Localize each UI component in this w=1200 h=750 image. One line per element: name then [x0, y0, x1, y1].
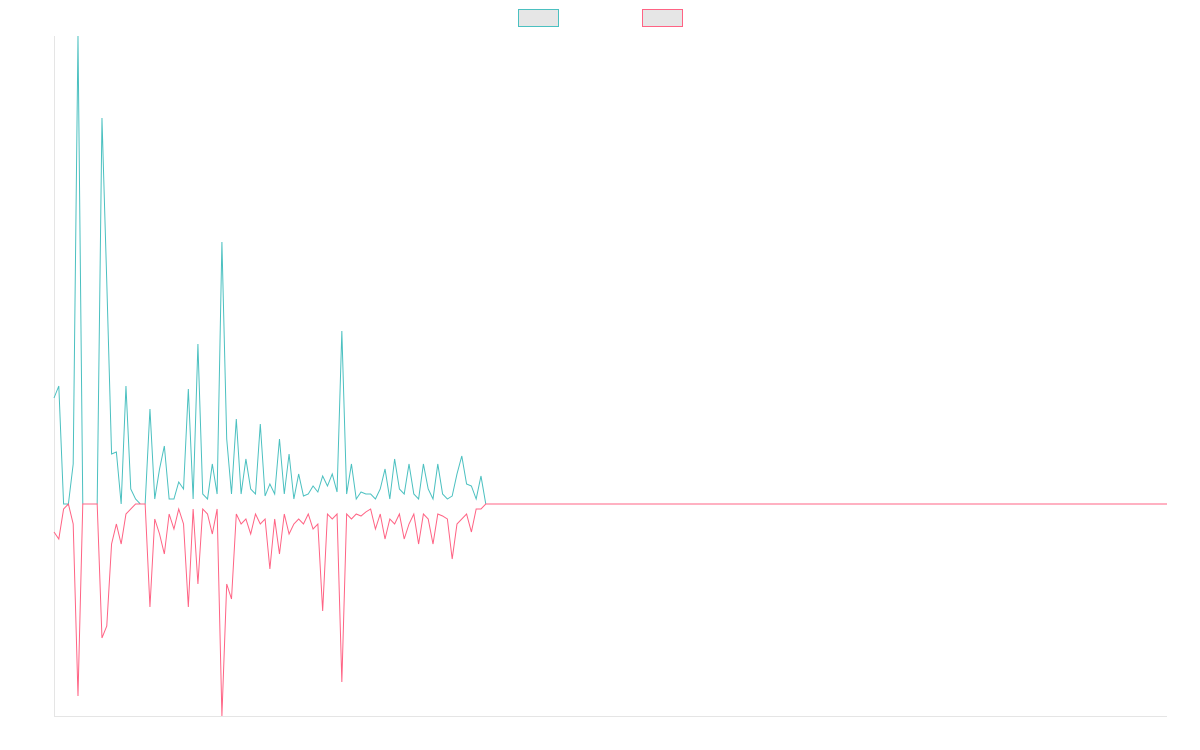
plot-area	[53, 35, 1167, 717]
legend-swatch[interactable]	[642, 9, 683, 27]
legend-swatch[interactable]	[518, 9, 559, 27]
series-line	[53, 502, 1167, 717]
series-line	[53, 35, 1167, 505]
legend	[518, 9, 683, 27]
